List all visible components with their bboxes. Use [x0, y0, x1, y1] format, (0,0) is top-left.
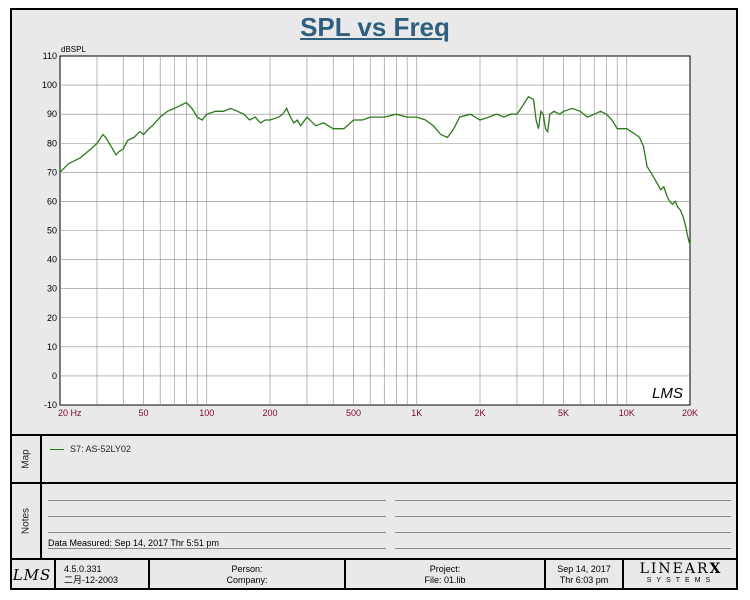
y-axis-label: dBSPL	[61, 45, 86, 54]
brand-sub: SYSTEMS	[646, 577, 716, 584]
x-tick-label: 20K	[682, 408, 698, 418]
version: 4.5.0.331	[64, 564, 102, 574]
person-label: Person:	[231, 564, 263, 574]
note-line	[395, 532, 731, 533]
y-tick-label: 90	[47, 109, 57, 119]
grid	[59, 55, 691, 406]
chart-title: SPL vs Freq	[300, 12, 450, 42]
y-tick-label: 50	[47, 226, 57, 236]
note-line	[48, 548, 386, 549]
x-tick-label: 100	[199, 408, 214, 418]
footer-brand-cell: LINEARX SYSTEMS	[624, 560, 738, 590]
x-tick-label: 50	[139, 408, 149, 418]
footer-date: Sep 14, 2017	[557, 564, 611, 574]
y-tick-label: 110	[43, 51, 57, 61]
y-tick-label: 100	[42, 80, 57, 90]
note-line	[48, 500, 386, 501]
y-tick-label: 70	[47, 167, 57, 177]
y-tick-label: 60	[47, 196, 57, 206]
y-tick-label: 30	[47, 284, 57, 294]
y-tick-label: 0	[52, 371, 57, 381]
data-measured: Data Measured: Sep 14, 2017 Thr 5:51 pm	[48, 538, 219, 548]
x-tick-label: 5K	[558, 408, 569, 418]
legend-label: S7: AS-52LY02	[70, 444, 131, 454]
y-tick-label: 80	[47, 138, 57, 148]
y-tick-label: 20	[47, 313, 57, 323]
y-tick-label: 40	[47, 255, 57, 265]
version-date: 二月-12-2003	[64, 575, 119, 585]
y-tick-label: 10	[47, 342, 57, 352]
x-tick-label: 20 Hz	[58, 408, 82, 418]
x-tick-label: 500	[346, 408, 361, 418]
x-tick-label: 10K	[619, 408, 635, 418]
x-tick-label: 200	[262, 408, 277, 418]
map-panel	[10, 434, 738, 484]
note-line	[395, 548, 731, 549]
legend-entry: S7: AS-52LY02	[50, 444, 131, 454]
footer-logo-cell: LMS	[10, 560, 56, 590]
note-line	[395, 500, 731, 501]
footer-person-cell: Person: Company:	[150, 560, 346, 590]
x-tick-label: 2K	[474, 408, 485, 418]
notes-label: Notes	[20, 507, 32, 535]
x-tick-label: 1K	[411, 408, 422, 418]
note-line	[48, 516, 386, 517]
notes-label-cell: Notes	[12, 484, 42, 558]
footer-date-cell: Sep 14, 2017 Thr 6:03 pm	[546, 560, 624, 590]
brand-main: LINEAR	[639, 561, 710, 577]
footer-project-cell: Project: File: 01.lib	[346, 560, 546, 590]
note-line	[48, 532, 386, 533]
footer-version-cell: 4.5.0.331 二月-12-2003	[56, 560, 150, 590]
y-tick-label: -10	[44, 400, 57, 410]
lms-logo: LMS	[12, 565, 52, 584]
footer-time: Thr 6:03 pm	[559, 575, 609, 585]
brand-logo: LINEARX	[639, 561, 723, 577]
brand-x: X	[709, 561, 723, 577]
file-label: File: 01.lib	[424, 575, 466, 585]
footer-bar: LMS 4.5.0.331 二月-12-2003 Person: Company…	[10, 558, 738, 590]
project-label: Project:	[429, 564, 461, 574]
legend-swatch	[50, 448, 64, 450]
series-line-spl	[59, 95, 691, 246]
lms-watermark: LMS	[652, 385, 683, 402]
map-label-cell: Map	[12, 436, 42, 482]
notes-panel	[10, 482, 738, 560]
map-label: Map	[20, 449, 32, 469]
company-label: Company:	[226, 575, 268, 585]
note-line	[395, 516, 731, 517]
